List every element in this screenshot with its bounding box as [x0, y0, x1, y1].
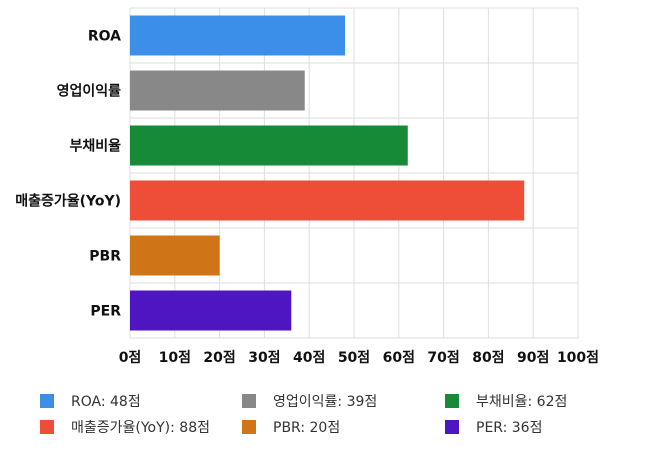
category-label: ROA: [88, 29, 121, 45]
x-tick-labels: 0점 10점 20점 30점 40점 50점 60점 70점 80점 90점 100점: [119, 349, 599, 366]
legend-label: 영업이익률: 39점: [273, 394, 377, 410]
x-tick-label: 30점: [248, 349, 280, 366]
bars: [130, 15, 525, 331]
category-label: 영업이익률: [57, 83, 122, 100]
x-tick-label: 0점: [119, 349, 142, 366]
legend-swatch: [242, 420, 256, 434]
x-tick-label: 60점: [383, 349, 415, 366]
x-tick-label: 40점: [293, 349, 325, 366]
bar: [130, 15, 346, 56]
legend-swatch: [445, 394, 459, 408]
bar: [130, 235, 220, 276]
legend-swatch: [40, 420, 54, 434]
legend-label: PER: 36점: [476, 420, 542, 436]
category-label: PER: [90, 304, 121, 320]
legend-label: ROA: 48점: [71, 394, 141, 410]
bar: [130, 290, 292, 331]
bar: [130, 125, 408, 166]
x-tick-label: 100점: [557, 349, 599, 366]
category-label: PBR: [89, 249, 121, 265]
x-tick-label: 70점: [427, 349, 459, 366]
category-label: 매출증가율(YoY): [15, 193, 121, 210]
bar: [130, 70, 305, 111]
x-tick-label: 50점: [338, 349, 370, 366]
x-tick-label: 90점: [517, 349, 549, 366]
bar: [130, 180, 525, 221]
legend-label: 매출증가율(YoY): 88점: [71, 420, 210, 436]
x-tick-label: 80점: [472, 349, 504, 366]
legend-label: 부채비율: 62점: [476, 394, 567, 410]
x-tick-label: 20점: [203, 349, 235, 366]
x-tick-label: 10점: [159, 349, 191, 366]
category-label: 부채비율: [69, 138, 121, 155]
legend-swatch: [242, 394, 256, 408]
legend-swatch: [445, 420, 459, 434]
grid: [129, 7, 579, 339]
legend-swatch: [40, 394, 54, 408]
legend-label: PBR: 20점: [273, 420, 340, 436]
